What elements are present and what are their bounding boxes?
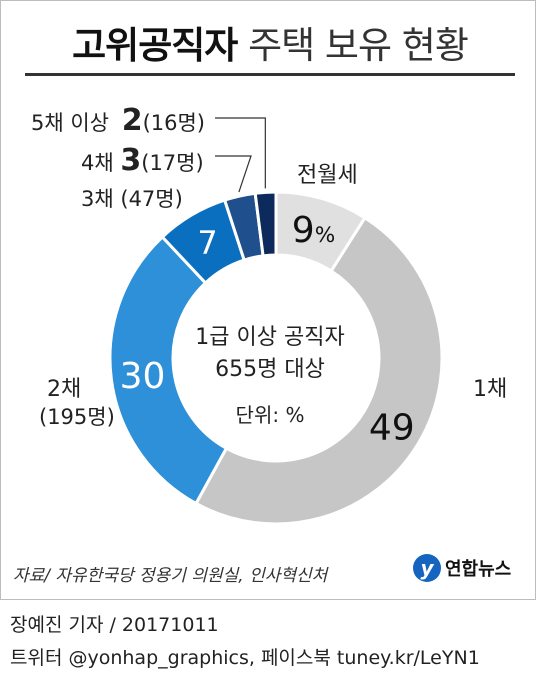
label-4chae: 4채 3(17명) [81, 143, 204, 178]
center-line-1: 1급 이상 공직자 [195, 325, 345, 350]
label-3chae-name: 3채 [81, 187, 114, 211]
social-links: 트위터 @yonhap_graphics, 페이스북 tuney.kr/LeYN… [10, 647, 480, 669]
unit-label: 단위: % [235, 403, 305, 427]
label-jeonwolse: 전월세 [297, 163, 358, 188]
value-label-1: 49 [369, 407, 415, 448]
leader-line-4 [215, 155, 252, 193]
label-5chae-count: (16명) [142, 111, 205, 135]
donut-chart: 9% 49 30 7 [108, 117, 444, 526]
center-line-2: 655명 대상 [215, 357, 325, 382]
title-light: 주택 보유 현황 [248, 24, 469, 67]
label-5chae-name: 5채 이상 [31, 111, 109, 135]
leader-line-5 [215, 117, 266, 189]
yonhap-logo: y 연합뉴스 [413, 554, 511, 582]
source-note: 자료/ 자유한국당 정용기 의원실, 인사혁신처 [13, 566, 328, 586]
label-5chae-value: 2 [121, 103, 143, 138]
label-3chae-count: (47명) [120, 187, 183, 211]
label-1chae: 1채 [473, 377, 508, 402]
value-label-0: 9% [292, 210, 335, 251]
label-3chae: 3채 (47명) [81, 183, 183, 213]
reporter-credit: 장예진 기자 / 20171011 [10, 614, 219, 636]
label-5chae: 5채 이상 2(16명) [31, 103, 205, 138]
value-label-3: 7 [197, 224, 217, 262]
label-2chae-count: (195명) [39, 405, 115, 429]
title-divider [25, 73, 515, 76]
donut-slice-2 [108, 234, 229, 506]
label-4chae-count: (17명) [141, 151, 204, 175]
donut-slice-5 [253, 190, 278, 258]
yonhap-logo-icon: y [413, 554, 441, 582]
title-bold: 고위공직자 [72, 24, 238, 67]
donut-slice-1 [193, 215, 444, 526]
label-2chae: 2채 [47, 377, 82, 402]
chart-title: 고위공직자 주택 보유 현황 [1, 15, 538, 69]
infographic-card: 고위공직자 주택 보유 현황 9% 49 30 7 전월세 1채 2채 (195명) … [0, 0, 536, 600]
label-4chae-name: 4채 [81, 151, 114, 175]
value-label-2: 30 [120, 356, 166, 397]
yonhap-logo-text: 연합뉴스 [445, 559, 512, 580]
label-4chae-value: 3 [120, 143, 142, 178]
